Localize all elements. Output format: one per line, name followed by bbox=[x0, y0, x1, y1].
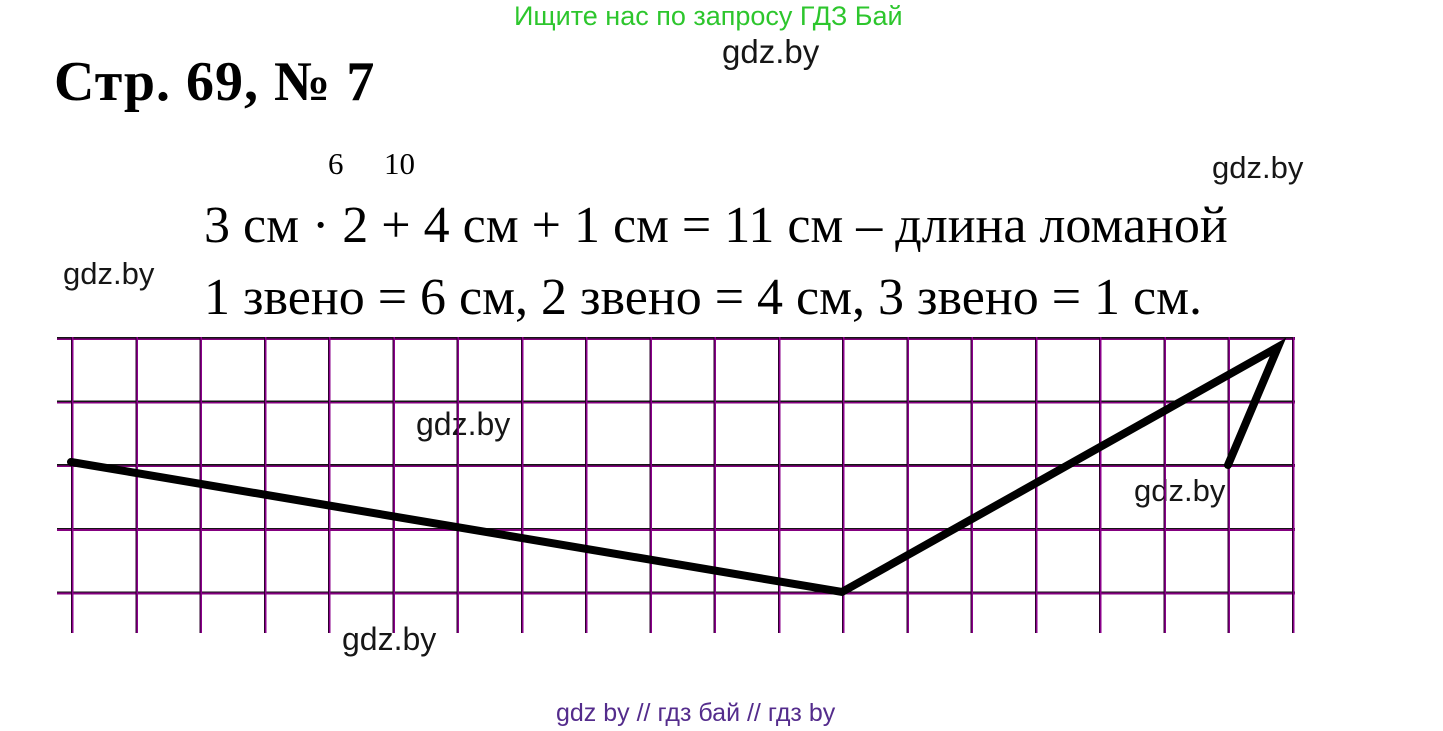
watermark-gdzby: gdz.by bbox=[63, 256, 155, 291]
solution-segments-line: 1 звено = 6 см, 2 звено = 4 см, 3 звено … bbox=[204, 269, 1203, 326]
promo-text: Ищите нас по запросу ГДЗ Бай bbox=[514, 1, 903, 31]
squared-paper-grid bbox=[57, 337, 1295, 633]
grid-vertical-lines bbox=[71, 337, 1295, 633]
carry-over-note-6: 6 bbox=[328, 146, 344, 181]
carry-over-note-10: 10 bbox=[384, 146, 415, 181]
watermark-gdzby: gdz.by bbox=[1212, 150, 1304, 185]
watermark-gdzby: gdz.by bbox=[722, 33, 820, 70]
page-title: Стр. 69, № 7 bbox=[54, 51, 376, 113]
footer-search-terms: gdz by // гдз бай // гдз by bbox=[556, 699, 836, 727]
solution-equation: 3 см · 2 + 4 см + 1 см = 11 см – длина л… bbox=[204, 197, 1228, 254]
